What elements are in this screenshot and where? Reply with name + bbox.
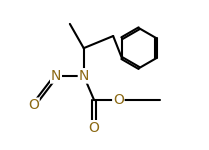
Text: O: O xyxy=(28,98,39,112)
Text: O: O xyxy=(113,93,124,107)
Text: N: N xyxy=(51,69,61,83)
Text: N: N xyxy=(79,69,89,83)
Text: O: O xyxy=(89,121,99,135)
